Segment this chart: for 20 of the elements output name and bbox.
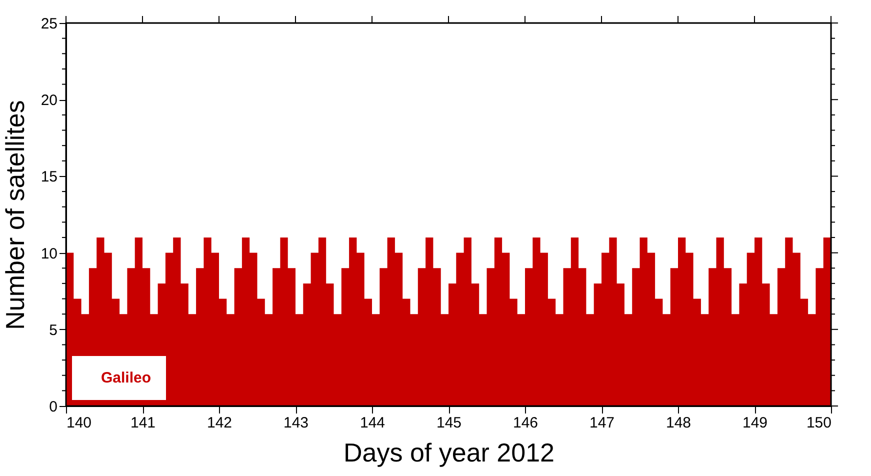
x-tick-label: 148 <box>666 414 692 432</box>
x-axis-title: Days of year 2012 <box>343 438 555 468</box>
x-tick-label: 141 <box>130 414 156 432</box>
x-tick-label: 147 <box>589 414 615 432</box>
y-tick-label: 10 <box>40 245 58 262</box>
x-tick-label: 142 <box>206 414 232 432</box>
x-tick-label: 144 <box>360 414 386 432</box>
y-tick-label: 20 <box>40 92 58 110</box>
x-tick-label: 150 <box>806 414 832 432</box>
series-label: Galileo <box>101 370 152 386</box>
y-tick-label: 0 <box>49 398 58 416</box>
x-tick-label: 140 <box>66 414 92 432</box>
x-tick-label: 146 <box>512 414 538 432</box>
y-tick-label: 25 <box>40 16 58 32</box>
y-tick-label: 15 <box>40 168 58 186</box>
y-axis-title: Number of satellites <box>0 100 30 330</box>
y-tick-label: 5 <box>49 322 58 339</box>
x-tick-label: 145 <box>436 414 462 432</box>
x-tick-label: 149 <box>742 414 768 432</box>
x-tick-label: 143 <box>283 414 309 432</box>
